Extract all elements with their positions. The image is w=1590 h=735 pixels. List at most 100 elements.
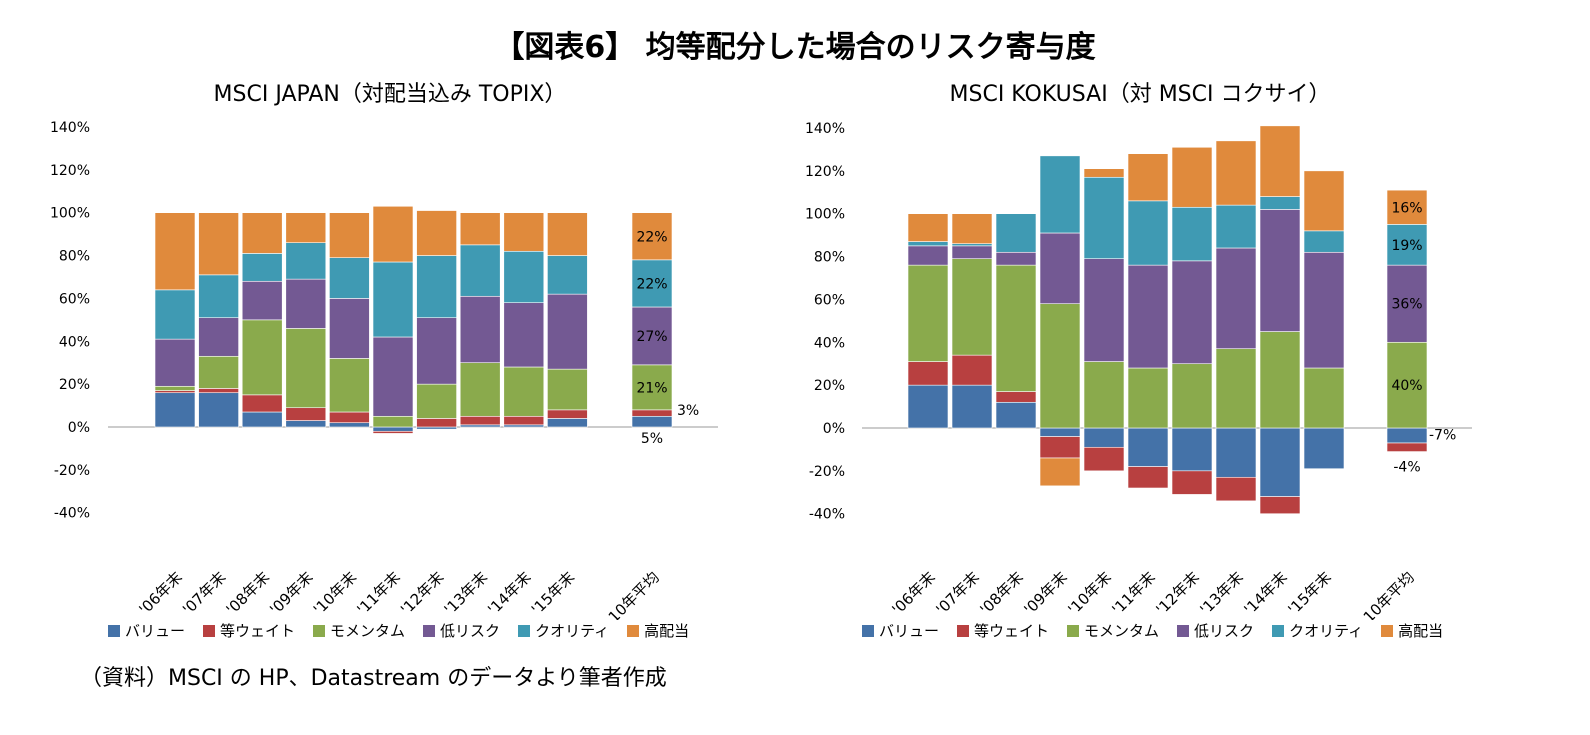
x-category-label: '06年末 [888, 568, 938, 618]
legend-label: モメンタム [1084, 622, 1160, 640]
chart-japan: 140%120%100%80%60%40%20%0%-20%-40%'06年末'… [50, 120, 718, 620]
bar-segment [1083, 176, 1125, 260]
bar-segment [631, 259, 673, 308]
legend-swatch [862, 624, 874, 637]
bar-segment [285, 242, 327, 280]
data-label: 5% [641, 431, 663, 447]
bar-segment [372, 430, 414, 434]
bar-segment [372, 336, 414, 417]
bar-segment [1386, 442, 1428, 452]
y-tick-label: 20% [814, 378, 845, 394]
bar-segment [1215, 247, 1257, 350]
legend-label: 高配当 [644, 622, 690, 640]
bar-segment [1171, 363, 1213, 429]
bar-segment [241, 280, 283, 321]
bar-segment [1303, 367, 1345, 429]
y-tick-label: 80% [59, 249, 90, 265]
legend-item: 低リスク [1177, 620, 1254, 641]
bar-segment [631, 306, 673, 366]
bar-segment [1127, 200, 1169, 266]
legend-label: バリュー [879, 622, 940, 640]
data-label: -4% [1393, 460, 1420, 476]
legend-item: 等ウェイト [203, 620, 295, 641]
bar-segment [1039, 232, 1081, 305]
bar-segment [951, 384, 993, 429]
bar-segment [154, 338, 196, 387]
y-tick-label: 120% [805, 164, 845, 180]
y-tick-label: 0% [68, 420, 90, 436]
bar-segment [631, 212, 673, 261]
legend-swatch [313, 624, 326, 637]
data-label: 27% [636, 329, 667, 345]
legend-swatch [108, 624, 120, 637]
data-label: 21% [636, 380, 667, 396]
bar-segment [1127, 264, 1169, 369]
bar-segment [1215, 204, 1257, 249]
bar-segment [1303, 230, 1345, 253]
bar-segment [1386, 189, 1428, 225]
x-category-label: '11年末 [1108, 568, 1158, 618]
bar-segment [1127, 367, 1169, 429]
chart-title-kokusai: MSCI KOKUSAI（対 MSCI コクサイ） [949, 82, 1331, 107]
bar-segment [951, 258, 993, 356]
bar-segment [995, 251, 1037, 266]
data-label: 3% [677, 403, 699, 419]
legend-label: 等ウェイト [220, 622, 296, 640]
x-category-label: '07年末 [932, 568, 982, 618]
bar-segment [1127, 466, 1169, 489]
data-label: 36% [1391, 297, 1422, 313]
bar-segment [1259, 496, 1301, 515]
legend-swatch [957, 624, 970, 637]
bar-segment [951, 245, 993, 260]
bar-segment [1171, 206, 1213, 262]
bar-segment [995, 401, 1037, 429]
bar-segment [285, 328, 327, 409]
y-tick-label: 140% [50, 120, 90, 136]
bar-segment [198, 392, 239, 428]
bar-segment [329, 212, 370, 259]
data-label: 19% [1391, 238, 1422, 254]
x-category-label: '13年末 [1196, 568, 1246, 618]
legend-swatch [1381, 624, 1394, 637]
legend-kokusai: バリュー 等ウェイト モメンタム 低リスク クオリティ 高配当 [862, 620, 1443, 641]
x-category-label: '10年末 [1064, 568, 1114, 618]
bar-segment [1171, 146, 1213, 208]
data-label: -7% [1429, 428, 1456, 444]
bar-segment [329, 358, 370, 413]
legend-label: クオリティ [1289, 622, 1364, 640]
legend-label: クオリティ [535, 622, 610, 640]
bar-segment [241, 253, 283, 282]
data-label: 22% [636, 276, 667, 292]
bar-segment [1259, 125, 1301, 197]
x-category-label: '08年末 [976, 568, 1026, 618]
bar-segment [995, 391, 1037, 403]
bar-segment [1039, 427, 1081, 437]
bar-segment [459, 244, 501, 297]
bar-segment [907, 361, 949, 386]
bar-segment [1215, 476, 1257, 502]
y-tick-label: 40% [59, 334, 90, 350]
bar-segment [329, 257, 370, 299]
bar-segment [1039, 436, 1081, 459]
bar-segment [1215, 140, 1257, 206]
x-category-label: '12年末 [1152, 568, 1202, 618]
bar-segment [631, 364, 673, 411]
bar-segment [1083, 361, 1125, 429]
bar-segment [1171, 260, 1213, 365]
bar-segment [907, 245, 949, 266]
legend-item: 等ウェイト [957, 620, 1049, 641]
bar-segment [1083, 258, 1125, 362]
y-tick-label: 40% [814, 335, 845, 351]
bar-segment [907, 241, 949, 247]
bar-segment [1127, 427, 1169, 467]
bar-segment [1386, 224, 1428, 266]
legend-item: モメンタム [313, 620, 405, 641]
y-tick-label: 0% [823, 421, 845, 437]
data-label: 40% [1391, 378, 1422, 394]
bar-segment [154, 212, 196, 291]
y-tick-label: 80% [814, 250, 845, 266]
bar-segment [416, 383, 457, 419]
legend-item: モメンタム [1067, 620, 1159, 641]
bar-segment [1215, 427, 1257, 478]
y-tick-label: -40% [809, 507, 845, 523]
